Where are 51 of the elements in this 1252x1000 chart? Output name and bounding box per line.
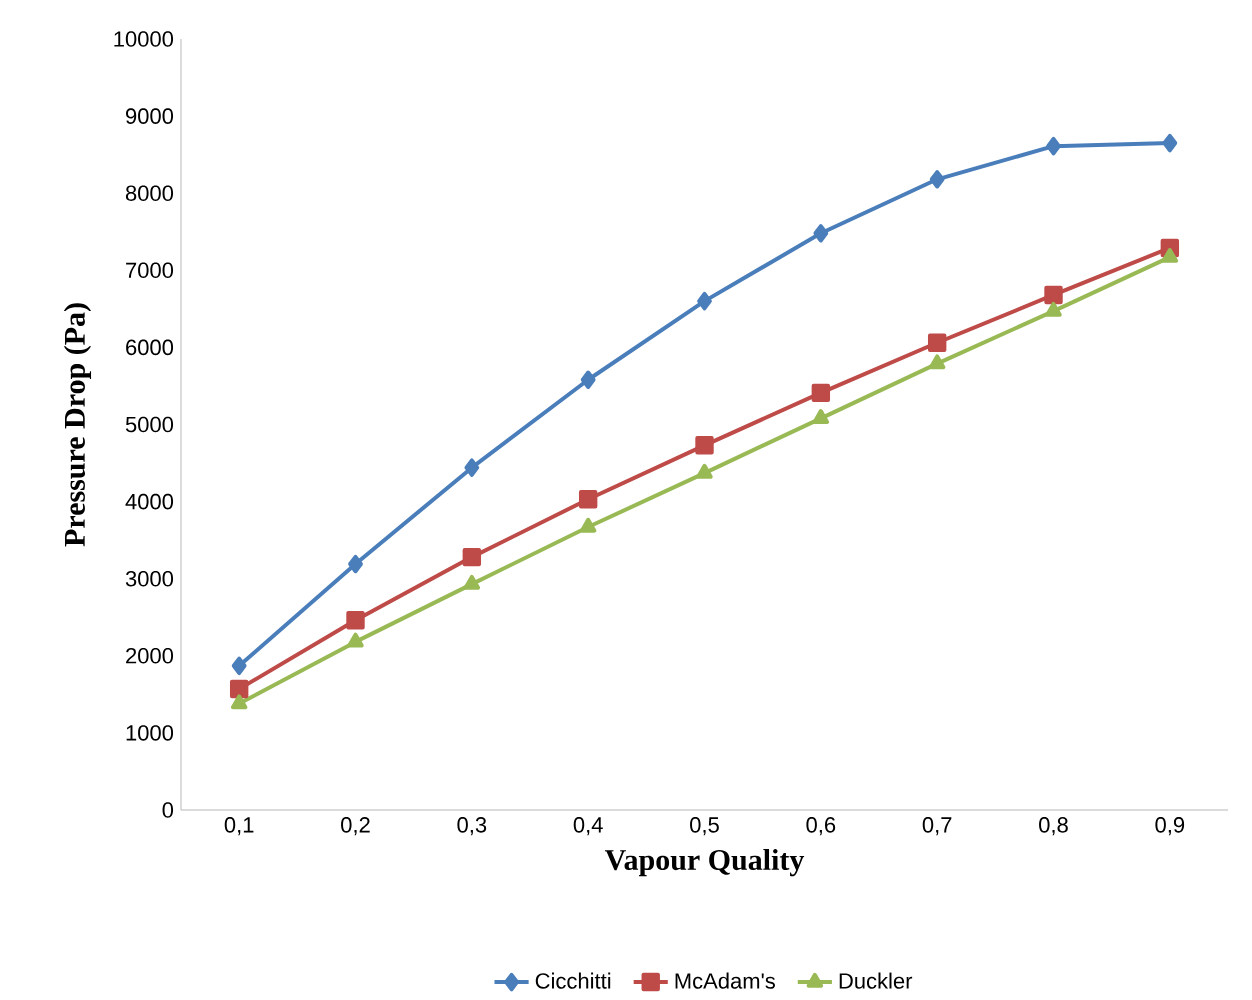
point [695,436,714,455]
point [463,575,481,590]
y-axis-title: Pressure Drop (Pa) [63,303,92,547]
point [464,458,480,478]
x-tick-label: 0,3 [457,817,487,836]
x-tick-label: 0,6 [806,817,836,836]
point [929,170,945,189]
point [812,409,830,425]
point [696,464,713,479]
point [346,611,365,630]
point [1045,302,1062,317]
point [1162,134,1178,153]
x-tick-label: 0,9 [1155,817,1185,836]
x-tick-label: 0,5 [690,817,719,836]
y-tick-label: 7000 [126,262,174,279]
point [579,518,597,533]
point [578,490,598,509]
y-tick-label: 8000 [125,185,174,202]
point [927,333,947,353]
y-tick-label: 3000 [125,571,174,587]
y-tick-label: 5000 [125,416,174,433]
x-tick-label: 0,4 [573,817,603,836]
point [811,383,831,403]
point [697,292,712,311]
legend-label: Cicchitti [535,972,611,989]
legend-label: Duckler [839,972,913,989]
x-tick-label: 0,1 [224,817,254,836]
y-tick-label: 0 [162,802,174,819]
point [1046,137,1061,156]
x-tick-label: 0,2 [341,817,370,836]
legend-label: McAdam's [675,972,775,989]
point [580,370,596,390]
x-tick-label: 0,7 [922,817,952,836]
y-tick-label: 1000 [126,725,174,741]
point [348,555,363,574]
y-tick-label: 9000 [126,108,174,125]
y-tick-label: 6000 [126,339,174,356]
point [813,224,829,243]
y-tick-label: 10000 [114,31,174,48]
point [1161,248,1179,264]
point [347,632,364,648]
point [229,679,249,699]
point [231,656,247,676]
x-tick-label: 0,8 [1039,817,1068,836]
point [462,548,482,567]
point [230,694,248,710]
point [1044,286,1063,305]
point [928,354,946,370]
y-tick-label: 2000 [126,648,174,664]
x-axis-title: Vapour Quality [604,849,805,877]
y-tick-label: 4000 [125,494,174,510]
